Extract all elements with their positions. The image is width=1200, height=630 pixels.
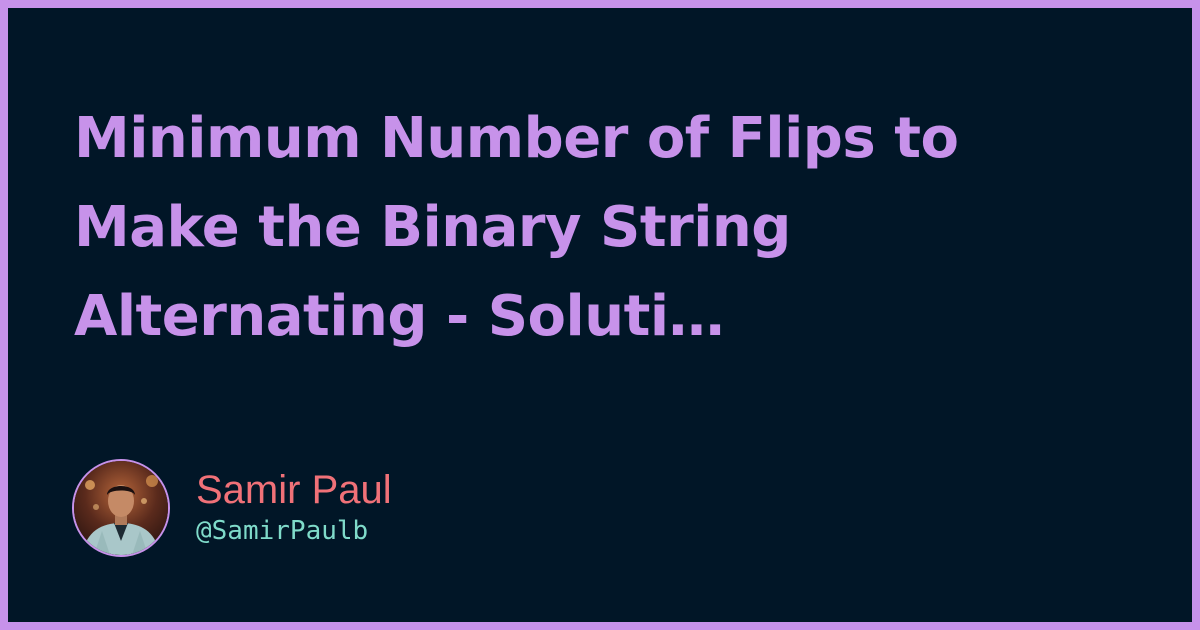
post-title-line: Minimum Number of Flips to xyxy=(74,106,959,171)
author-handle: @SamirPaulb xyxy=(196,516,369,546)
avatar xyxy=(72,459,170,557)
post-title-line: Alternating - Soluti… xyxy=(74,284,725,349)
avatar-photo-icon xyxy=(74,461,168,555)
post-title-line: Make the Binary String xyxy=(74,195,791,260)
author-text: Samir Paul @SamirPaulb xyxy=(196,467,392,549)
author-name: Samir Paul xyxy=(196,468,392,512)
author-block: Samir Paul @SamirPaulb xyxy=(72,459,392,557)
post-title: Minimum Number of Flips to Make the Bina… xyxy=(74,94,1154,361)
social-card: Minimum Number of Flips to Make the Bina… xyxy=(8,8,1192,622)
